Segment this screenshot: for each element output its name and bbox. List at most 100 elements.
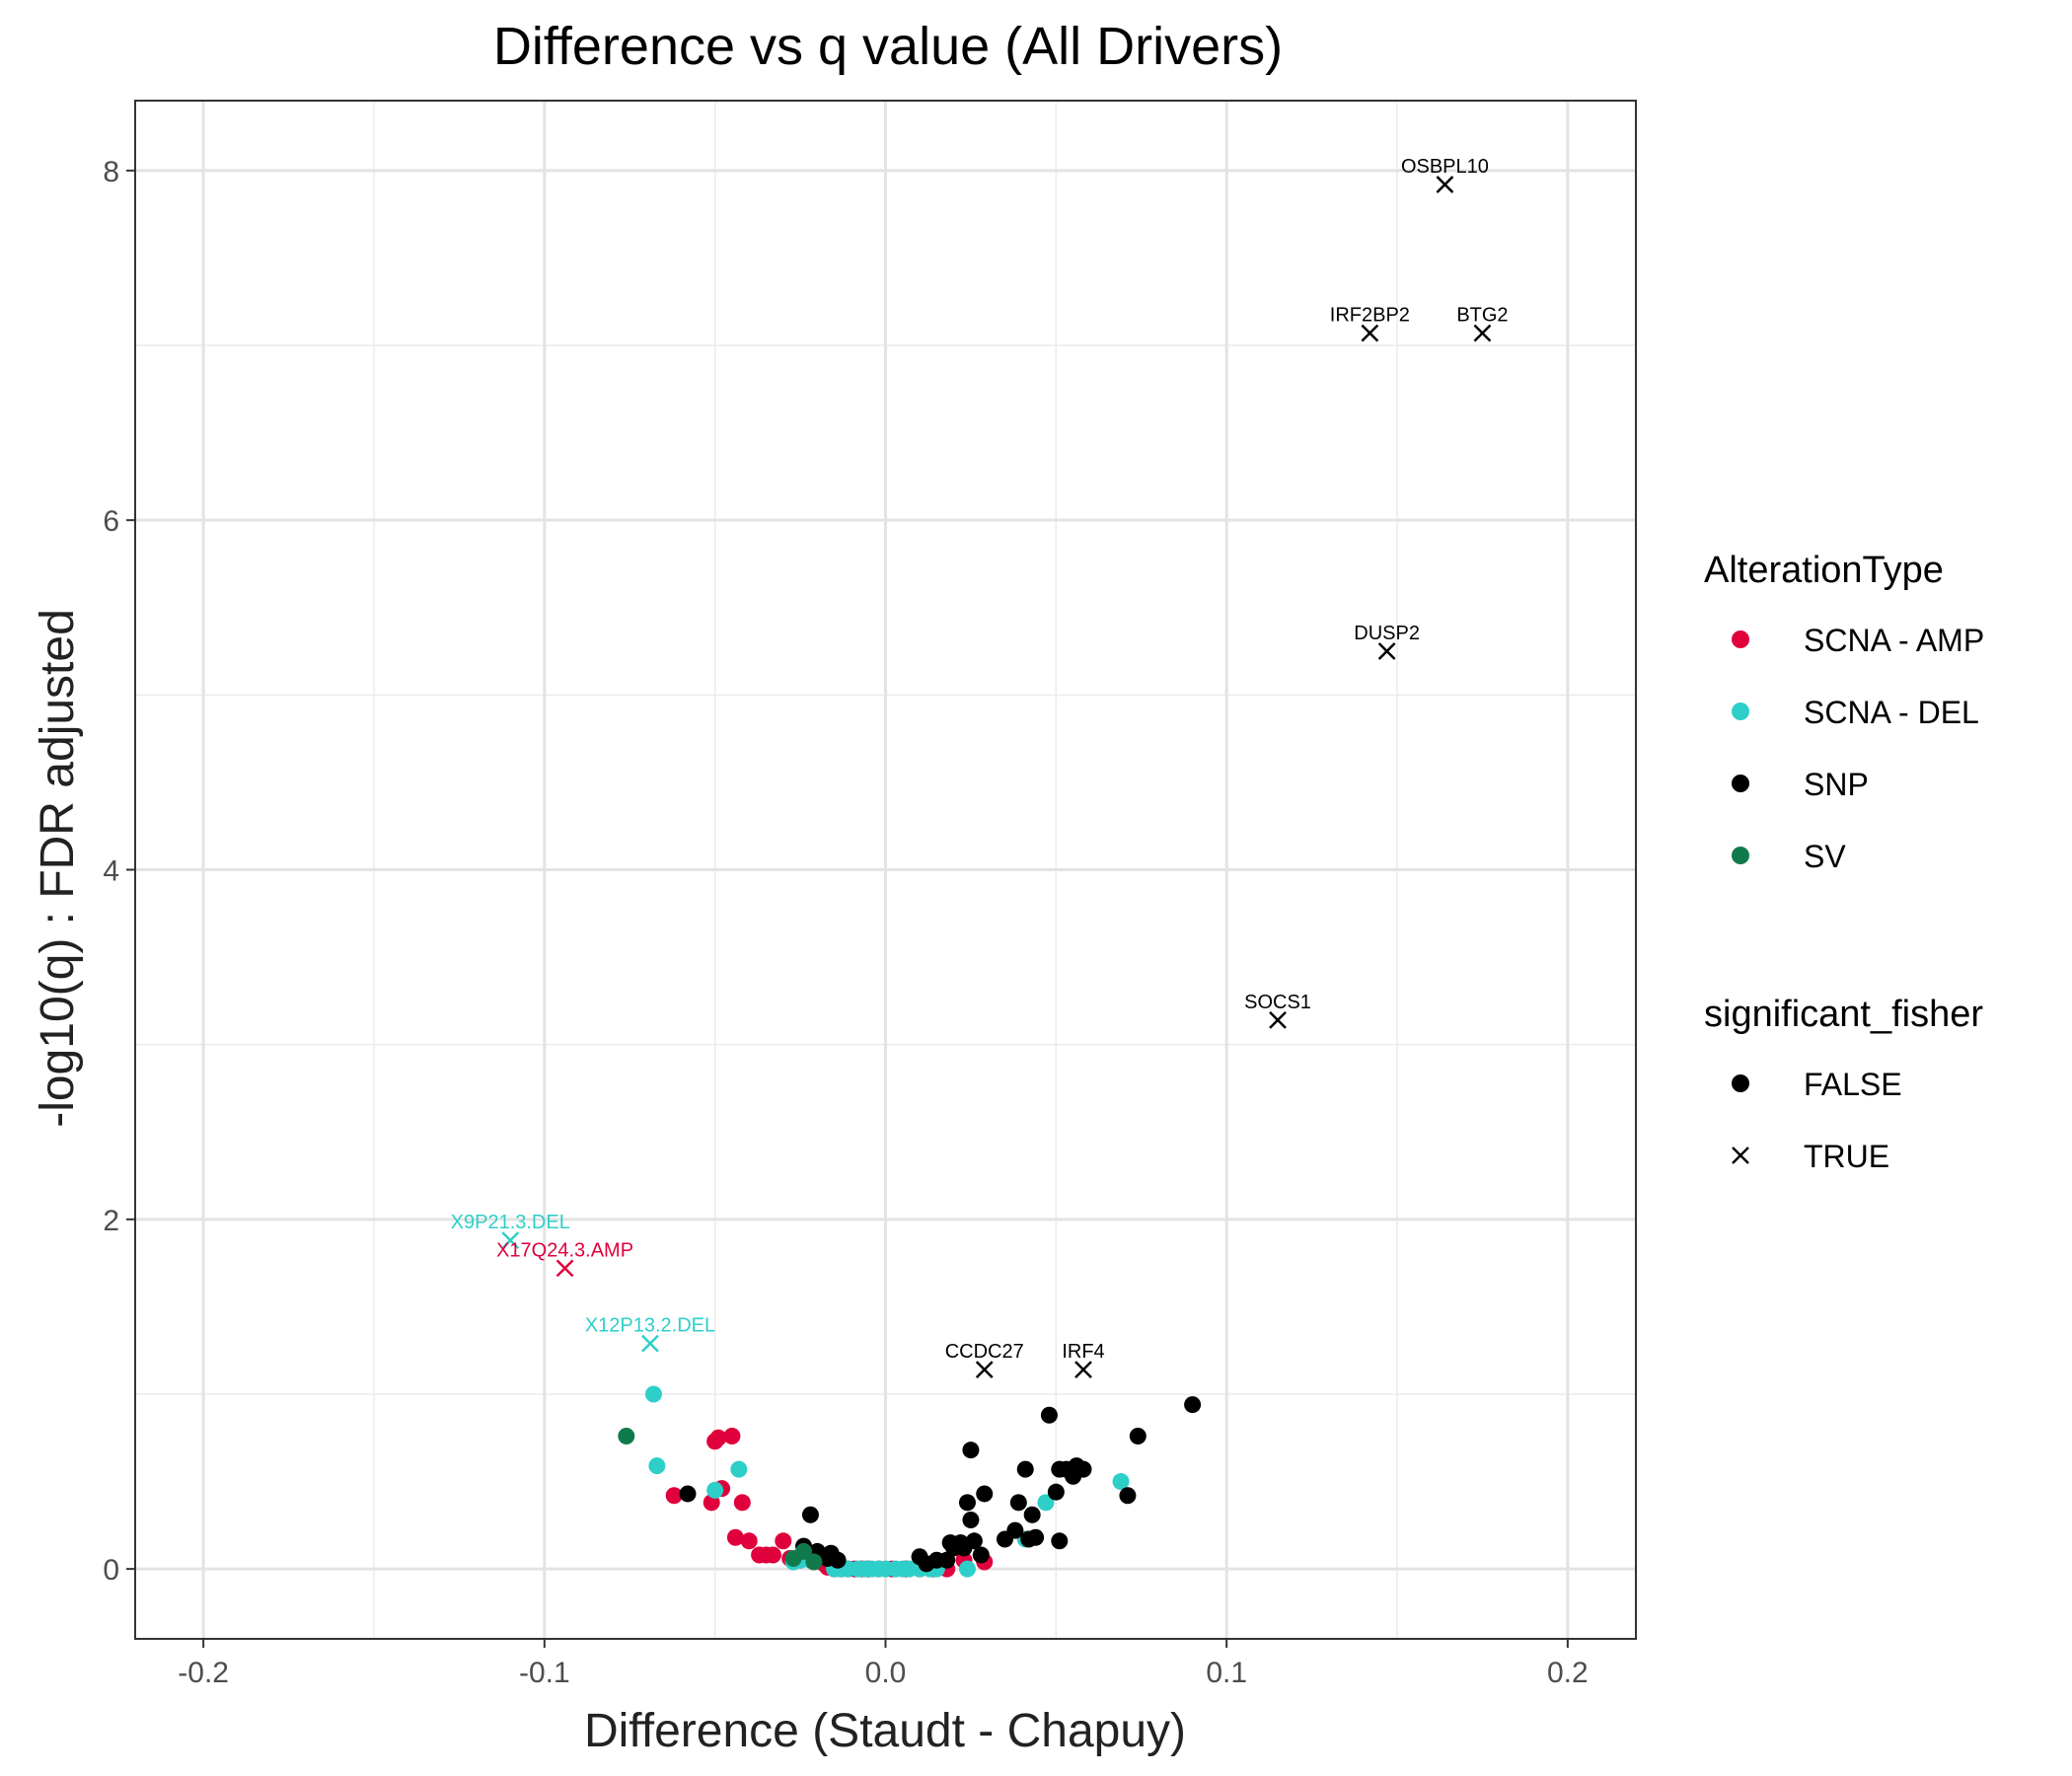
- legend-color-title: AlterationType: [1704, 550, 1944, 591]
- cross-stroke: [1473, 324, 1492, 342]
- legend-color-label: SV: [1804, 839, 1846, 874]
- data-point: [1037, 1494, 1055, 1512]
- legend-color-entries: SCNA - AMP SCNA - DEL SNP SV: [1732, 623, 1984, 874]
- legend-color-label: SCNA - AMP: [1804, 623, 1984, 658]
- point-label: OSBPL10: [1401, 156, 1489, 178]
- x-tick-label: -0.1: [519, 1657, 570, 1689]
- x-tick-label: 0.2: [1547, 1657, 1589, 1689]
- legend-color-key: [1732, 703, 1749, 720]
- data-point: [1047, 1483, 1065, 1501]
- legend-shape-label: TRUE: [1804, 1139, 1889, 1174]
- data-point-significant: [1074, 1361, 1092, 1379]
- data-point: [723, 1427, 741, 1444]
- y-tick-label: 2: [103, 1205, 119, 1237]
- legend-color-label: SNP: [1804, 767, 1869, 802]
- legend-color-key: [1732, 847, 1749, 864]
- legend-color-label: SCNA - DEL: [1804, 695, 1979, 730]
- point-label: SOCS1: [1244, 992, 1311, 1013]
- cross-stroke: [1377, 642, 1396, 660]
- data-point: [972, 1546, 990, 1564]
- data-point-significant: [975, 1361, 994, 1379]
- cross-stroke: [641, 1334, 659, 1353]
- cross-stroke: [501, 1231, 520, 1249]
- data-point: [1027, 1528, 1045, 1546]
- data-point: [795, 1542, 813, 1560]
- y-axis-ticks: 0 2 4 6 8: [103, 156, 135, 1587]
- data-point: [775, 1532, 792, 1550]
- legend: AlterationType SCNA - AMP SCNA - DEL SNP SV…: [1704, 550, 1984, 1174]
- data-point: [938, 1551, 956, 1569]
- data-point: [764, 1546, 781, 1564]
- legend-color-key: [1732, 775, 1749, 792]
- data-point: [1074, 1460, 1092, 1478]
- data-point: [665, 1487, 683, 1505]
- data-point: [648, 1457, 666, 1475]
- cross-stroke: [1361, 324, 1379, 342]
- legend-shape-key: [1732, 1147, 1749, 1164]
- chart-title: Difference vs q value (All Drivers): [493, 17, 1283, 76]
- legend-shape-label: FALSE: [1804, 1067, 1902, 1102]
- x-tick-label: -0.2: [178, 1657, 229, 1689]
- data-point: [679, 1485, 697, 1503]
- cross-stroke: [1074, 1361, 1092, 1379]
- y-axis-title: -log10(q) : FDR adjusted: [32, 609, 84, 1128]
- y-tick-label: 8: [103, 156, 119, 188]
- data-point-significant: [1377, 642, 1396, 660]
- legend-shape-entries: FALSE TRUE: [1732, 1067, 1902, 1174]
- cross-stroke: [1269, 1010, 1287, 1029]
- data-point-significant: [1436, 176, 1454, 193]
- data-point: [709, 1429, 727, 1446]
- data-point-significant: [641, 1334, 659, 1353]
- data-point: [618, 1427, 635, 1444]
- data-point-significant: [1473, 324, 1492, 342]
- data-points: [618, 1385, 1202, 1578]
- data-point: [726, 1528, 744, 1546]
- x-tick-label: 0.1: [1206, 1657, 1247, 1689]
- cross-stroke: [555, 1259, 574, 1278]
- data-point: [706, 1481, 724, 1499]
- point-label: IRF4: [1062, 1341, 1104, 1363]
- data-point: [1040, 1406, 1058, 1424]
- cross-stroke: [1732, 1147, 1749, 1164]
- data-point: [740, 1532, 758, 1550]
- point-label: BTG2: [1456, 305, 1508, 327]
- y-tick-label: 4: [103, 855, 119, 888]
- point-label: X17Q24.3.AMP: [496, 1239, 633, 1261]
- data-point: [805, 1553, 823, 1571]
- point-label: X9P21.3.DEL: [451, 1212, 570, 1233]
- data-point-significant: [1269, 1010, 1287, 1029]
- data-point-significant: [1361, 324, 1379, 342]
- cross-stroke: [1436, 176, 1454, 193]
- data-point: [1129, 1427, 1147, 1444]
- data-point: [829, 1551, 847, 1569]
- data-point: [962, 1512, 980, 1529]
- data-point: [962, 1442, 980, 1459]
- point-label: IRF2BP2: [1330, 305, 1410, 327]
- data-point: [965, 1532, 983, 1550]
- data-point: [958, 1494, 976, 1512]
- data-point: [958, 1560, 976, 1578]
- y-tick-label: 6: [103, 505, 119, 538]
- data-point-significant: [555, 1259, 574, 1278]
- data-point: [733, 1494, 751, 1512]
- data-point: [730, 1460, 748, 1478]
- legend-shape-title: significant_fisher: [1704, 994, 1983, 1035]
- x-axis-ticks: -0.2 -0.1 0.0 0.1 0.2: [178, 1639, 1589, 1689]
- point-annotations: OSBPL10 IRF2BP2 BTG2 DUSP2 SOCS1 CCDC27 IRF4 X9…: [451, 156, 1509, 1379]
- x-tick-label: 0.0: [865, 1657, 907, 1689]
- y-tick-label: 0: [103, 1554, 119, 1587]
- cross-stroke: [975, 1361, 994, 1379]
- point-label: CCDC27: [945, 1341, 1024, 1363]
- point-label: X12P13.2.DEL: [585, 1315, 715, 1337]
- data-point-significant: [501, 1231, 520, 1249]
- data-point: [1009, 1494, 1027, 1512]
- legend-color-key: [1732, 630, 1749, 648]
- data-point: [976, 1485, 994, 1503]
- x-axis-title: Difference (Staudt - Chapuy): [584, 1705, 1186, 1757]
- data-point: [1119, 1487, 1137, 1505]
- data-point: [801, 1506, 819, 1523]
- data-point: [1184, 1396, 1202, 1414]
- point-label: DUSP2: [1354, 623, 1420, 644]
- data-point: [1112, 1473, 1130, 1491]
